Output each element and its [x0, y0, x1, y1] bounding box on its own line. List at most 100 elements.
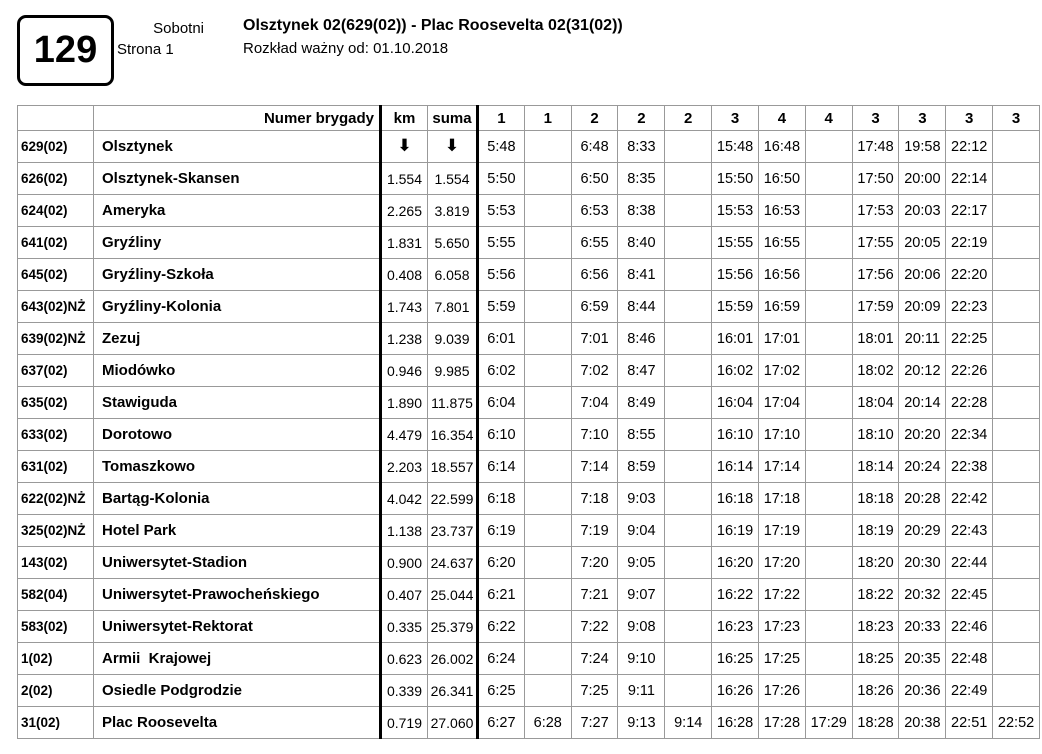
stop-row: 631(02) Tomaszkowo 2.203 18.557 6:14 7:14 8:59… — [17, 450, 1040, 483]
departure-time: 7:04 — [570, 386, 619, 419]
departure-time — [523, 354, 572, 387]
suma-value: 7.801 — [427, 290, 478, 323]
brigade-header: 3 — [711, 105, 759, 131]
suma-value: 22.599 — [427, 482, 478, 515]
departure-time: 6:21 — [476, 578, 525, 611]
brigade-number-label: Numer brygady — [93, 105, 381, 131]
departure-time: 6:55 — [570, 226, 619, 259]
stop-code: 641(02) — [17, 226, 94, 259]
departure-time — [664, 226, 713, 259]
departure-time: 20:29 — [898, 514, 947, 547]
stop-code: 635(02) — [17, 386, 94, 419]
departure-time: 16:25 — [711, 642, 759, 675]
departure-time: 22:43 — [945, 514, 994, 547]
km-value: 1.554 — [379, 162, 428, 195]
stop-name: Osiedle Podgrodzie — [93, 674, 381, 707]
suma-value: 5.650 — [427, 226, 478, 259]
km-header: km — [379, 105, 428, 131]
departure-time: 5:59 — [476, 290, 525, 323]
departure-time: 7:27 — [570, 706, 619, 739]
departure-time: 17:10 — [757, 418, 806, 451]
departure-time — [804, 418, 853, 451]
stop-name: Bartąg-Kolonia — [93, 482, 381, 515]
stop-code: 639(02)NŻ — [17, 322, 94, 355]
stop-code: 631(02) — [17, 450, 94, 483]
km-value: 1.743 — [379, 290, 428, 323]
departure-time — [804, 450, 853, 483]
km-value: 1.238 — [379, 322, 428, 355]
suma-value: 16.354 — [427, 418, 478, 451]
departure-time: 17:23 — [757, 610, 806, 643]
stop-code: 622(02)NŻ — [17, 482, 94, 515]
departure-time: 7:20 — [570, 546, 619, 579]
departure-time: 15:50 — [711, 162, 759, 195]
departure-time: 6:04 — [476, 386, 525, 419]
departure-time: 22:46 — [945, 610, 994, 643]
suma-value: 11.875 — [427, 386, 478, 419]
km-value: 0.408 — [379, 258, 428, 291]
stop-row: 645(02) Gryźliny-Szkoła 0.408 6.058 5:56 6:56… — [17, 258, 1040, 291]
departure-time: 6:24 — [476, 642, 525, 675]
departure-time — [523, 162, 572, 195]
departure-time — [523, 546, 572, 579]
departure-time: 17:25 — [757, 642, 806, 675]
departure-time — [523, 418, 572, 451]
departure-time: 17:26 — [757, 674, 806, 707]
departure-time: 8:47 — [617, 354, 666, 387]
departure-time: 18:04 — [851, 386, 900, 419]
departure-time — [804, 130, 853, 163]
departure-time: 16:28 — [711, 706, 759, 739]
departure-time: 18:23 — [851, 610, 900, 643]
stop-code: 582(04) — [17, 578, 94, 611]
departure-time — [992, 354, 1040, 387]
departure-time: 22:38 — [945, 450, 994, 483]
brigade-header: 3 — [992, 105, 1040, 131]
km-value: 0.407 — [379, 578, 428, 611]
suma-value: 26.002 — [427, 642, 478, 675]
departure-time: 18:18 — [851, 482, 900, 515]
departure-time: 9:03 — [617, 482, 666, 515]
departure-time: 5:56 — [476, 258, 525, 291]
km-value: 0.946 — [379, 354, 428, 387]
departure-time — [992, 130, 1040, 163]
departure-time: 6:22 — [476, 610, 525, 643]
departure-time — [523, 482, 572, 515]
brigade-header: 4 — [757, 105, 806, 131]
departure-time: 6:19 — [476, 514, 525, 547]
departure-time — [523, 514, 572, 547]
brigade-header: 3 — [945, 105, 994, 131]
departure-time — [523, 194, 572, 227]
stop-row: 641(02) Gryźliny 1.831 5.650 5:55 6:55 8:40 15:… — [17, 226, 1040, 259]
departure-time: 22:44 — [945, 546, 994, 579]
departure-time: 16:18 — [711, 482, 759, 515]
brigade-header: 3 — [898, 105, 947, 131]
brigade-header: 4 — [804, 105, 853, 131]
km-value: 2.265 — [379, 194, 428, 227]
departure-time — [804, 674, 853, 707]
departure-time: 20:14 — [898, 386, 947, 419]
departure-time — [664, 418, 713, 451]
departure-time — [804, 226, 853, 259]
departure-time: 16:20 — [711, 546, 759, 579]
departure-time: 20:24 — [898, 450, 947, 483]
suma-header: suma — [427, 105, 478, 131]
stop-code: 626(02) — [17, 162, 94, 195]
departure-time: 16:55 — [757, 226, 806, 259]
brigade-header: 2 — [570, 105, 619, 131]
stop-code: 633(02) — [17, 418, 94, 451]
departure-time: 22:17 — [945, 194, 994, 227]
stop-name: Miodówko — [93, 354, 381, 387]
stop-name: Uniwersytet-Prawocheńskiego — [93, 578, 381, 611]
departure-time — [992, 290, 1040, 323]
departure-time: 17:22 — [757, 578, 806, 611]
departure-time: 9:08 — [617, 610, 666, 643]
departure-time: 8:41 — [617, 258, 666, 291]
departure-time: 18:19 — [851, 514, 900, 547]
departure-time: 17:18 — [757, 482, 806, 515]
stop-code: 643(02)NŻ — [17, 290, 94, 323]
departure-time: 5:48 — [476, 130, 525, 163]
departure-time: 16:04 — [711, 386, 759, 419]
departure-time: 17:14 — [757, 450, 806, 483]
stop-name: Zezuj — [93, 322, 381, 355]
